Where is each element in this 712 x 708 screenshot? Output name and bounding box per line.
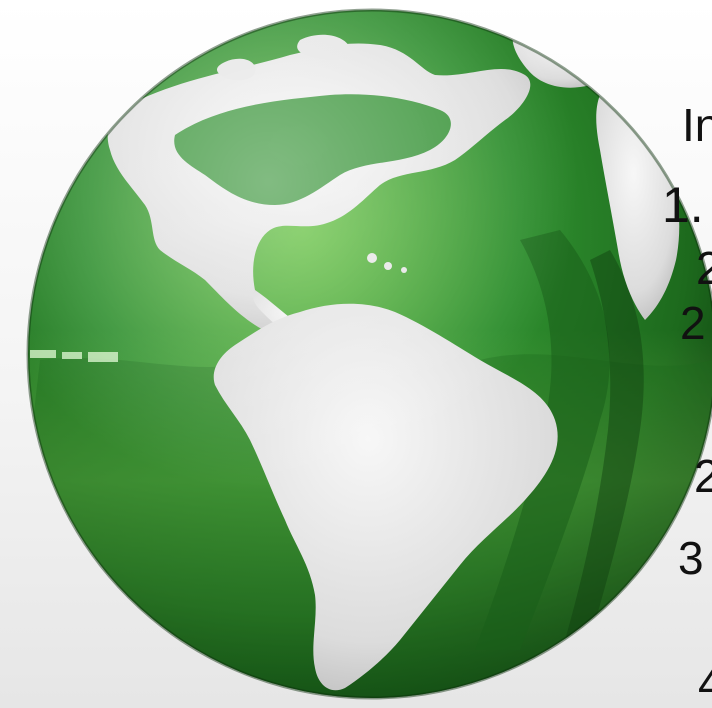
outline-line-item-2: 2 [696, 242, 712, 294]
outline-line-heading: In [682, 99, 712, 151]
outline-line-item-4: 2 [694, 450, 712, 502]
outline-line-item-1: 1. [662, 177, 704, 233]
outline-line-item-6: 4 [698, 657, 712, 708]
outline-line-item-5: 3 [678, 532, 704, 584]
outline-line-item-3: 2 [680, 297, 706, 349]
slide-outline-text-clipped: In 1. 2 2 2 3 4 [662, 0, 712, 708]
